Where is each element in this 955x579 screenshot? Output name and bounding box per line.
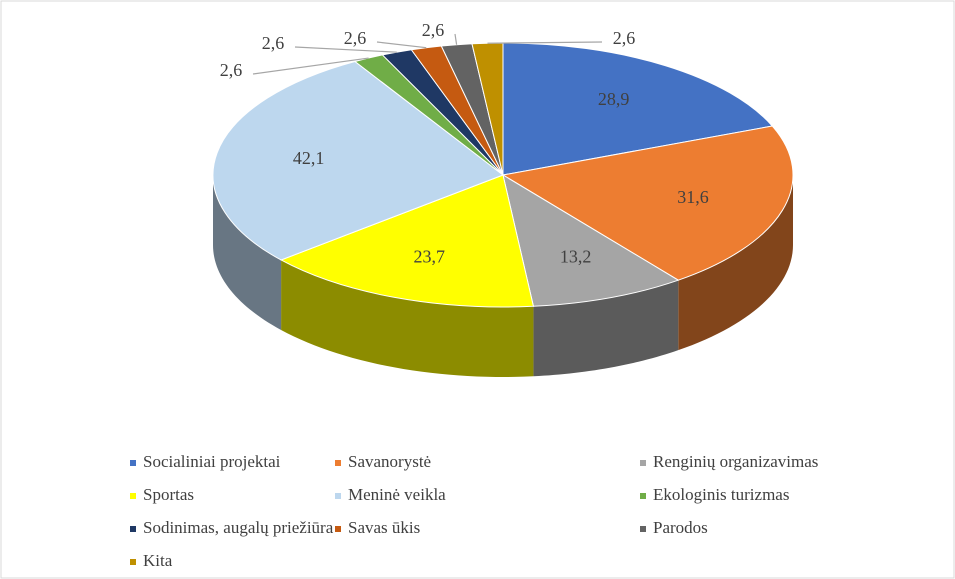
legend-label: Renginių organizavimas: [653, 452, 818, 471]
legend: Socialiniai projektai Savanorystė Renginių…: [130, 452, 818, 570]
data-label: 23,7: [414, 246, 446, 266]
legend-label: Socialiniai projektai: [143, 452, 281, 471]
leader-line: [294, 46, 397, 53]
slice: [502, 173, 680, 307]
legend-swatch: [335, 460, 341, 466]
slice: [279, 174, 535, 308]
legend-swatch: [130, 526, 136, 532]
data-label: 2,6: [344, 28, 367, 48]
data-label: 31,6: [677, 187, 709, 207]
legend-label: Savanorystė: [348, 452, 431, 471]
legend-label: Savas ūkis: [348, 518, 420, 537]
legend-swatch: [130, 493, 136, 499]
data-label: 2,6: [262, 33, 285, 53]
data-label: 13,2: [560, 247, 592, 267]
legend-swatch: [130, 559, 136, 565]
leader-line: [252, 57, 369, 75]
slice: [501, 125, 794, 281]
leader-line: [454, 33, 458, 45]
slice-side: [678, 175, 793, 351]
data-label: 2,6: [220, 60, 243, 80]
legend-label: Parodos: [653, 518, 708, 537]
legend-label: Ekologinis turizmas: [653, 485, 789, 504]
data-label: 2,6: [613, 28, 636, 48]
legend-swatch: [335, 493, 341, 499]
leader-line: [376, 41, 427, 49]
legend-label: Meninė veikla: [348, 485, 446, 504]
legend-swatch: [640, 460, 646, 466]
leader-line: [487, 41, 603, 44]
slice-side: [281, 259, 534, 377]
legend-label: Sodinimas, augalų priežiūra: [143, 518, 334, 537]
slice: [212, 60, 505, 261]
data-label: 2,6: [422, 20, 445, 40]
slice-side: [213, 175, 282, 330]
legend-swatch: [130, 460, 136, 466]
data-label: 42,1: [293, 148, 325, 168]
data-label: 28,9: [598, 89, 630, 109]
legend-swatch: [335, 526, 341, 532]
legend-label: Kita: [143, 551, 173, 570]
legend-swatch: [640, 526, 646, 532]
legend-label: Sportas: [143, 485, 194, 504]
legend-swatch: [640, 493, 646, 499]
slice-side: [533, 280, 679, 377]
slice: [502, 42, 774, 176]
